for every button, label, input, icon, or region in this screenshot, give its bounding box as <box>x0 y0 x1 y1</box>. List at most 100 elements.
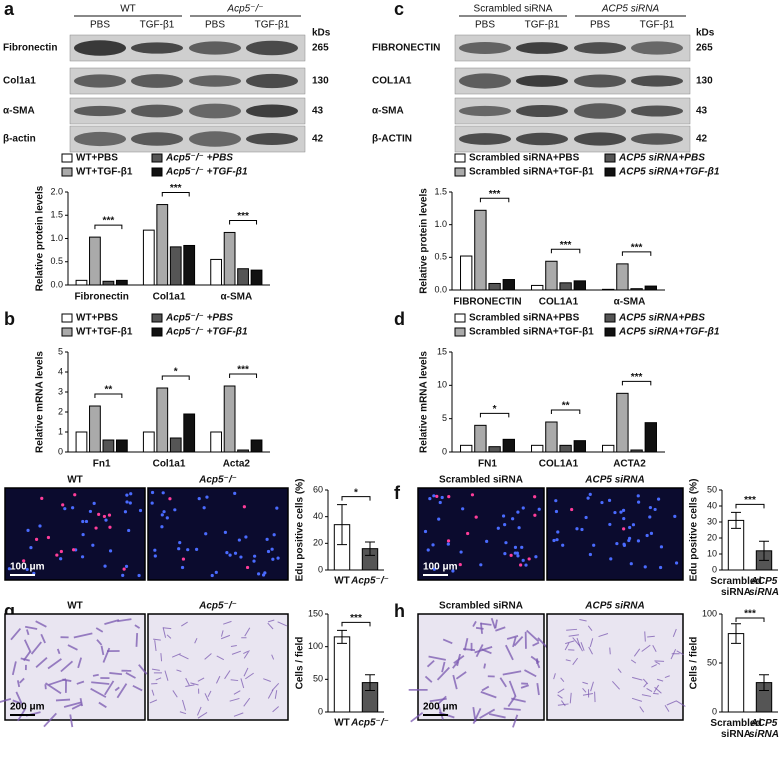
cell-stroke <box>557 703 569 706</box>
significance-label: * <box>493 404 497 415</box>
bar <box>250 269 263 286</box>
cell-stroke <box>176 669 182 673</box>
legend-label: Scrambled siRNA+PBS <box>469 153 580 164</box>
cell-nucleus <box>554 509 559 514</box>
cell-nucleus <box>122 567 126 571</box>
micrograph-label: Scrambled siRNA <box>439 475 523 486</box>
bar <box>115 279 128 286</box>
cell-stroke <box>507 695 517 707</box>
significance-label: * <box>174 367 178 378</box>
cell-nucleus <box>153 554 157 558</box>
cell-nucleus <box>180 565 185 570</box>
bar <box>559 444 572 453</box>
cell-nucleus <box>521 506 525 510</box>
cell-nucleus <box>643 565 647 569</box>
cell-nucleus <box>237 538 241 542</box>
significance-bracket <box>229 219 258 225</box>
cell-stroke <box>166 634 172 639</box>
error-bar <box>731 623 741 644</box>
cell-stroke <box>455 671 467 680</box>
cell-stroke <box>12 699 21 705</box>
significance-label: *** <box>350 613 362 624</box>
cell-nucleus <box>521 558 525 562</box>
bar <box>250 439 263 453</box>
cell-stroke <box>55 698 71 702</box>
cell-nucleus <box>437 517 441 521</box>
cell-nucleus <box>63 507 67 511</box>
significance-bracket <box>94 393 123 398</box>
legend-swatch <box>454 313 466 323</box>
cell-stroke <box>76 680 85 685</box>
cell-nucleus <box>619 510 623 514</box>
blot-row-label: α-SMA <box>372 106 404 117</box>
cell-stroke <box>675 700 686 707</box>
cell-stroke <box>641 694 652 697</box>
significance-label: *** <box>170 183 182 194</box>
y-tick-label: 30 <box>707 516 717 526</box>
blot-band <box>131 104 183 118</box>
cell-nucleus <box>181 557 186 561</box>
cell-stroke <box>505 644 514 661</box>
cell-stroke <box>151 689 155 696</box>
cell-stroke <box>495 626 506 632</box>
cell-stroke <box>641 644 651 652</box>
legend-swatch <box>454 327 466 337</box>
y-tick-label: 150 <box>308 608 323 618</box>
cell-nucleus <box>496 526 500 530</box>
cell-nucleus <box>7 567 11 571</box>
blot-row-label: α-SMA <box>3 106 35 117</box>
y-tick-label: 0.0 <box>434 284 447 294</box>
cell-stroke <box>452 674 458 690</box>
cell-nucleus <box>645 533 649 538</box>
cell-stroke <box>135 632 139 647</box>
bar <box>531 444 544 453</box>
cell-stroke <box>513 635 524 647</box>
cell-stroke <box>104 680 115 696</box>
cell-nucleus <box>210 573 214 578</box>
cell-stroke <box>566 628 578 631</box>
significance-bracket <box>621 251 652 256</box>
y-tick-label: 5 <box>442 413 447 423</box>
blot-band <box>459 105 511 117</box>
legend-swatch <box>454 153 466 163</box>
cell-nucleus <box>461 507 465 511</box>
cell-nucleus <box>46 535 51 540</box>
kda-label: 43 <box>696 106 708 117</box>
label-line: ACP5 <box>750 718 778 729</box>
legend-swatch <box>454 167 466 177</box>
cell-nucleus <box>59 557 63 561</box>
blot-band <box>574 132 626 146</box>
cell-nucleus <box>432 494 436 498</box>
cell-nucleus <box>261 573 266 577</box>
cell-stroke <box>664 675 670 679</box>
cell-nucleus <box>25 567 29 572</box>
bar <box>474 209 487 291</box>
cell-nucleus <box>55 553 59 557</box>
cell-nucleus <box>129 492 133 496</box>
cell-stroke <box>672 628 677 638</box>
bar <box>502 279 515 291</box>
bar <box>142 229 155 286</box>
cell-nucleus <box>239 555 243 559</box>
cell-nucleus <box>204 532 208 536</box>
blot-band <box>246 73 298 89</box>
cell-stroke <box>647 635 655 638</box>
legend-label: ACP5 siRNA+PBS <box>618 153 705 164</box>
cell-stroke <box>0 697 12 703</box>
kda-label: 265 <box>696 43 713 54</box>
cell-stroke <box>676 650 684 656</box>
y-tick-label: 100 <box>308 641 323 651</box>
y-tick-label: 60 <box>313 484 323 494</box>
blot-band <box>246 104 298 118</box>
cell-stroke <box>231 650 241 655</box>
blot-band <box>574 42 626 54</box>
cell-stroke <box>587 625 593 631</box>
significance-label: ** <box>562 401 570 412</box>
blot-row-label: β-ACTIN <box>372 134 412 145</box>
cell-stroke <box>215 675 221 684</box>
cell-stroke <box>109 672 123 676</box>
cell-stroke <box>15 691 24 706</box>
cell-stroke <box>263 678 271 682</box>
cell-stroke <box>579 619 587 622</box>
cell-nucleus <box>128 501 132 505</box>
